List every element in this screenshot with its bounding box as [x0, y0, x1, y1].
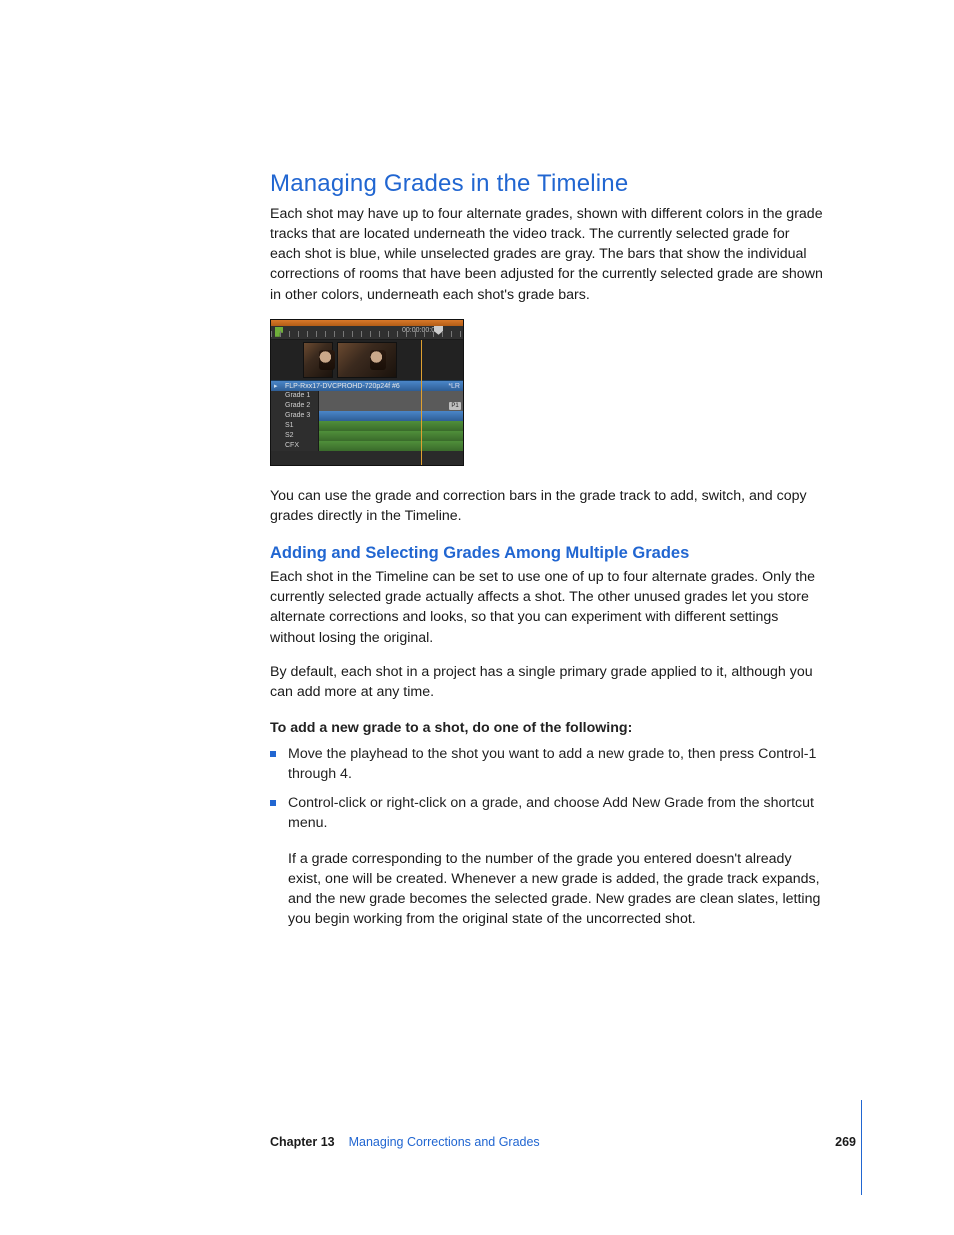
grade-row-bar — [319, 421, 463, 431]
grade-row: S2 — [271, 431, 463, 441]
grade-row: Grade 3 — [271, 411, 463, 421]
grade-row-bar — [319, 411, 463, 421]
procedure-list-item: Move the playhead to the shot you want t… — [270, 744, 824, 784]
para-5: If a grade corresponding to the number o… — [270, 849, 824, 930]
playhead-marker-icon — [434, 326, 443, 335]
para-after-fig: You can use the grade and correction bar… — [270, 486, 824, 526]
right-margin-rule — [861, 1100, 862, 1195]
footer-title: Managing Corrections and Grades — [349, 1135, 540, 1149]
timeline-screenshot: 00:00:00:00 FLP-Rxx17-DVCPROHD-720p24f #… — [270, 319, 464, 466]
clip-name-text: FLP-Rxx17-DVCPROHD-720p24f #6 — [285, 383, 400, 390]
grade-row: CFX — [271, 441, 463, 451]
para-intro: Each shot may have up to four alternate … — [270, 204, 824, 305]
thumbnail-row — [271, 340, 463, 380]
procedure-lead: To add a new grade to a shot, do one of … — [270, 718, 824, 738]
grade-row-bar — [319, 441, 463, 451]
clip-name-bar: FLP-Rxx17-DVCPROHD-720p24f #6 *LR — [271, 380, 463, 391]
heading-1: Managing Grades in the Timeline — [270, 170, 824, 198]
para-4: By default, each shot in a project has a… — [270, 662, 824, 702]
footer-chapter: Chapter 13 — [270, 1135, 335, 1149]
grade-row: S1 — [271, 421, 463, 431]
grade-track-area: Grade 1Grade 2 P1 Grade 3S1S2CFX — [271, 391, 463, 451]
page-body: Managing Grades in the Timeline Each sho… — [0, 0, 954, 929]
procedure-list: Move the playhead to the shot you want t… — [270, 744, 824, 833]
grade-row-label: Grade 3 — [271, 411, 319, 421]
playhead-line — [421, 340, 422, 465]
ruler-timecode: 00:00:00:00 — [402, 327, 439, 334]
grade-row-bar — [319, 391, 463, 401]
grade-row-label: S1 — [271, 421, 319, 431]
grade-row-bar: P1 — [319, 401, 463, 411]
grade-pill: P1 — [449, 402, 461, 410]
grade-row-label: Grade 1 — [271, 391, 319, 401]
grade-row-label: CFX — [271, 441, 319, 451]
para-3: Each shot in the Timeline can be set to … — [270, 567, 824, 648]
page-footer: Chapter 13 Managing Corrections and Grad… — [270, 1135, 856, 1149]
in-point-flag-icon — [275, 327, 283, 337]
clip-thumbnail — [337, 342, 397, 378]
heading-2: Adding and Selecting Grades Among Multip… — [270, 544, 824, 563]
timeline-ruler: 00:00:00:00 — [271, 326, 463, 340]
grade-row: Grade 1 — [271, 391, 463, 401]
clip-thumbnail — [303, 342, 333, 378]
grade-row-label: Grade 2 — [271, 401, 319, 411]
footer-page-number: 269 — [835, 1135, 856, 1149]
grade-row-bar — [319, 431, 463, 441]
grade-row-label: S2 — [271, 431, 319, 441]
procedure-list-item: Control-click or right-click on a grade,… — [270, 793, 824, 833]
grade-row: Grade 2 P1 — [271, 401, 463, 411]
